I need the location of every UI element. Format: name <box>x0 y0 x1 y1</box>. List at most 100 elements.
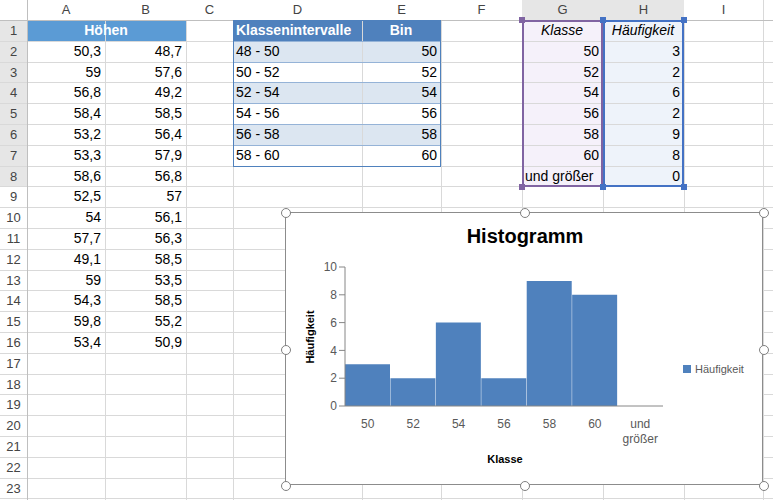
html-text:Klasse: Klasse <box>487 453 523 465</box>
svg-text:8: 8 <box>330 288 337 302</box>
html-text:Histogramm: Histogramm <box>466 225 584 247</box>
html-text:52: 52 <box>421 63 437 80</box>
html-text:Häufigkeit: Häufigkeit <box>695 363 744 375</box>
html-text:F: F <box>477 2 486 17</box>
html-text:52,5: 52,5 <box>73 188 101 205</box>
html-text:Häufigkeit: Häufigkeit <box>611 22 675 38</box>
html-text:58,5: 58,5 <box>154 105 182 122</box>
html-text:60: 60 <box>421 146 437 163</box>
html-text:57: 57 <box>166 188 182 205</box>
html-text:53,4: 53,4 <box>73 334 101 350</box>
html-text:55,2: 55,2 <box>154 313 182 330</box>
html-text:54: 54 <box>85 209 101 226</box>
html-text:6: 6 <box>9 127 18 142</box>
html-text:17: 17 <box>6 355 21 371</box>
html-text:3: 3 <box>9 64 18 80</box>
html-text:49,1: 49,1 <box>73 250 101 267</box>
svg-text:4: 4 <box>330 344 337 358</box>
html-text:56,8: 56,8 <box>154 167 182 184</box>
html-text:56: 56 <box>421 105 437 122</box>
html-text:53,5: 53,5 <box>154 271 182 288</box>
svg-text:6: 6 <box>330 316 337 330</box>
html-text:G: G <box>557 2 568 17</box>
html-text:50: 50 <box>421 42 437 59</box>
html-text:7: 7 <box>9 147 18 163</box>
html-text:56,3: 56,3 <box>154 230 182 246</box>
svg-text:undgrößer: undgrößer <box>623 417 658 446</box>
svg-text:56: 56 <box>497 417 511 431</box>
svg-text:2: 2 <box>330 371 337 385</box>
html-text:4: 4 <box>9 85 18 101</box>
html-text:54: 54 <box>583 84 599 101</box>
html-text:58,5: 58,5 <box>154 250 182 267</box>
html-text:50,9: 50,9 <box>154 334 182 350</box>
svg-text:54: 54 <box>452 417 466 431</box>
html-text:50: 50 <box>583 42 599 59</box>
html-text:D: D <box>292 2 303 17</box>
html-text:50 - 52: 50 - 52 <box>236 63 280 80</box>
html-text:52 - 54: 52 - 54 <box>236 84 280 101</box>
html-text:48 - 50: 48 - 50 <box>236 42 280 59</box>
html-text:56: 56 <box>583 105 599 122</box>
html-text:5: 5 <box>9 106 18 122</box>
html-text:49,2: 49,2 <box>154 84 182 101</box>
html-text:E: E <box>397 2 406 17</box>
html-text:11: 11 <box>6 231 21 246</box>
html-text:10: 10 <box>6 210 21 226</box>
html-text:58: 58 <box>421 126 437 142</box>
html-text:Klasse: Klasse <box>541 22 583 38</box>
svg-text:10: 10 <box>324 260 338 274</box>
html-text:52: 52 <box>583 63 599 80</box>
html-text:58 - 60: 58 - 60 <box>236 146 280 163</box>
html-text:57,9: 57,9 <box>154 146 182 163</box>
html-text:15: 15 <box>6 314 21 330</box>
html-text:57,6: 57,6 <box>154 63 182 80</box>
html-text:60: 60 <box>583 146 599 163</box>
html-text:C: C <box>204 2 215 17</box>
html-text:59: 59 <box>85 271 101 288</box>
html-text:20: 20 <box>6 418 21 434</box>
svg-text:0: 0 <box>330 399 337 413</box>
html-text:und größer: und größer <box>525 167 594 184</box>
html-text:59,8: 59,8 <box>73 313 101 330</box>
html-text:18: 18 <box>6 376 21 392</box>
html-text:58,6: 58,6 <box>73 167 101 184</box>
html-text:A: A <box>61 2 71 17</box>
html-text:16: 16 <box>6 335 21 350</box>
html-text:Häufigkeit: Häufigkeit <box>304 310 316 364</box>
html-text:56,8: 56,8 <box>73 84 101 101</box>
svg-text:60: 60 <box>588 417 602 431</box>
svg-text:52: 52 <box>406 417 420 431</box>
svg-text:58: 58 <box>543 417 557 431</box>
html-text:53,3: 53,3 <box>73 146 101 163</box>
html-text:58,5: 58,5 <box>154 292 182 309</box>
html-text:12: 12 <box>6 251 21 267</box>
html-text:Klassenintervalle: Klassenintervalle <box>236 22 352 38</box>
html-text:56 - 58: 56 - 58 <box>236 126 280 142</box>
html-text:59: 59 <box>85 63 101 80</box>
html-text:58,4: 58,4 <box>73 105 101 122</box>
html-text:48,7: 48,7 <box>154 42 182 59</box>
html-text:54 - 56: 54 - 56 <box>236 105 280 122</box>
html-text:2: 2 <box>9 43 18 59</box>
html-text:14: 14 <box>6 293 21 309</box>
html-text:1: 1 <box>9 23 18 38</box>
html-text:53,2: 53,2 <box>73 126 101 142</box>
html-text:23: 23 <box>6 480 21 496</box>
html-text:B: B <box>141 2 150 17</box>
html-text:13: 13 <box>6 272 21 288</box>
html-text:50,3: 50,3 <box>73 42 101 59</box>
html-text:54,3: 54,3 <box>73 292 101 309</box>
html-text:22: 22 <box>6 459 21 475</box>
html-text:57,7: 57,7 <box>73 230 101 246</box>
html-text:54: 54 <box>421 84 437 101</box>
html-text:56,4: 56,4 <box>154 126 182 142</box>
html-text:56,1: 56,1 <box>154 209 182 226</box>
html-text:58: 58 <box>583 126 599 142</box>
html-text:H: H <box>638 2 649 17</box>
html-text:21: 21 <box>6 439 21 454</box>
html-text:Höhen: Höhen <box>84 22 128 38</box>
html-text:19: 19 <box>6 397 21 413</box>
svg-text:50: 50 <box>361 417 375 431</box>
html-text:Bin: Bin <box>389 22 413 38</box>
